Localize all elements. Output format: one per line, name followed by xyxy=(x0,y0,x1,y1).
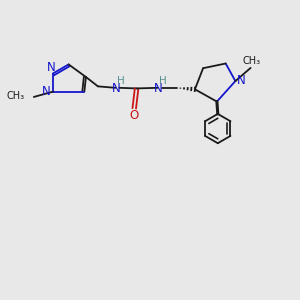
Text: N: N xyxy=(237,74,246,87)
Text: N: N xyxy=(47,61,56,74)
Text: H: H xyxy=(159,76,167,86)
Text: CH₃: CH₃ xyxy=(242,56,260,66)
Text: N: N xyxy=(42,85,51,98)
Text: CH₃: CH₃ xyxy=(6,92,25,101)
Text: N: N xyxy=(154,82,163,95)
Text: H: H xyxy=(117,76,124,86)
Text: O: O xyxy=(129,109,138,122)
Text: N: N xyxy=(112,82,121,95)
